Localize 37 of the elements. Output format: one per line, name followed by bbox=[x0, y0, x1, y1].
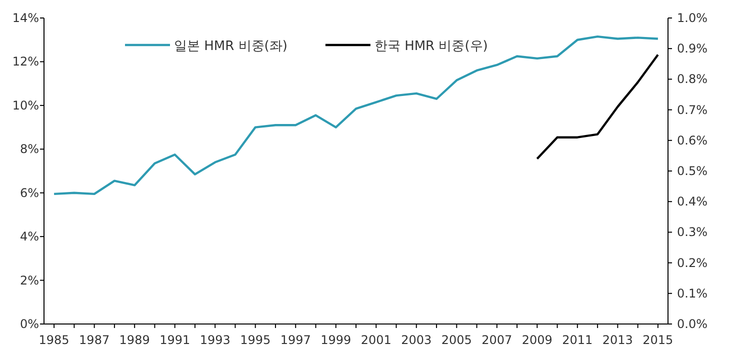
y2-tick-label: 0.8% bbox=[677, 72, 708, 86]
y-tick-label: 0% bbox=[20, 317, 39, 331]
x-tick-label: 2003 bbox=[401, 333, 432, 347]
x-tick-label: 1987 bbox=[79, 333, 110, 347]
x-tick-label: 2009 bbox=[522, 333, 552, 347]
y-tick-label: 6% bbox=[20, 186, 39, 200]
x-tick-label: 1997 bbox=[280, 333, 311, 347]
x-tick-label: 2013 bbox=[602, 333, 633, 347]
y2-tick-label: 0.4% bbox=[677, 194, 708, 209]
y2-tick-label: 0.6% bbox=[677, 133, 708, 148]
y-tick-label: 12% bbox=[12, 54, 39, 69]
y2-tick-label: 0.3% bbox=[677, 225, 708, 240]
x-tick-label: 1989 bbox=[119, 333, 150, 347]
legend-label: 일본 HMR 비중(좌) bbox=[174, 39, 288, 54]
x-tick-label: 2011 bbox=[562, 333, 593, 347]
y-tick-label: 8% bbox=[20, 142, 39, 156]
y-tick-label: 4% bbox=[20, 230, 39, 244]
legend-label: 한국 HMR 비중(우) bbox=[374, 39, 488, 54]
x-tick-label: 1993 bbox=[200, 333, 230, 347]
x-tick-label: 2015 bbox=[642, 333, 674, 347]
x-tick-label: 2007 bbox=[482, 333, 512, 347]
y2-tick-label: 0.7% bbox=[677, 102, 708, 117]
y2-tick-label: 0.2% bbox=[677, 256, 708, 270]
y2-tick-label: 1.0% bbox=[677, 11, 708, 25]
x-tick-label: 1999 bbox=[320, 333, 352, 347]
y2-tick-label: 0.0% bbox=[677, 317, 708, 331]
y2-tick-label: 0.1% bbox=[677, 286, 708, 300]
x-tick-label: 2005 bbox=[441, 333, 472, 347]
x-tick-label: 2001 bbox=[360, 333, 392, 347]
x-tick-label: 1991 bbox=[160, 333, 190, 347]
y-tick-label: 2% bbox=[20, 273, 39, 288]
x-tick-label: 1985 bbox=[38, 333, 70, 347]
y2-tick-label: 0.5% bbox=[677, 164, 708, 178]
y-tick-label: 10% bbox=[12, 98, 39, 112]
x-tick-label: 1995 bbox=[240, 333, 271, 347]
y-tick-label: 14% bbox=[12, 11, 39, 25]
y2-tick-label: 0.9% bbox=[677, 42, 708, 56]
